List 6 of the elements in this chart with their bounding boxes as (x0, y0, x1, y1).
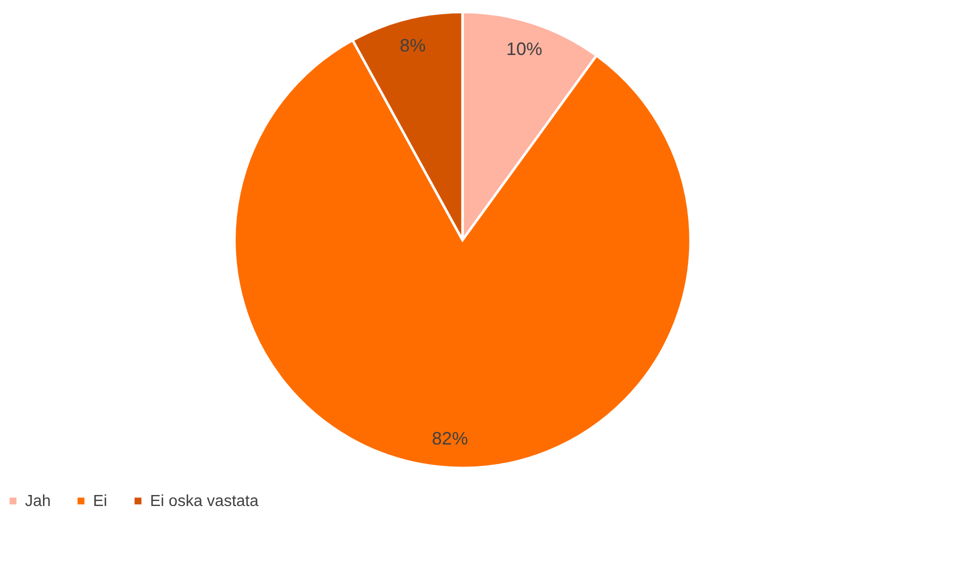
legend-label: Ei oska vastata (150, 493, 259, 510)
data-label: 8% (400, 35, 426, 56)
data-label: 82% (432, 428, 468, 449)
legend-label: Ei (93, 493, 108, 510)
data-label: 10% (506, 38, 542, 59)
legend-label: Jah (25, 493, 51, 510)
